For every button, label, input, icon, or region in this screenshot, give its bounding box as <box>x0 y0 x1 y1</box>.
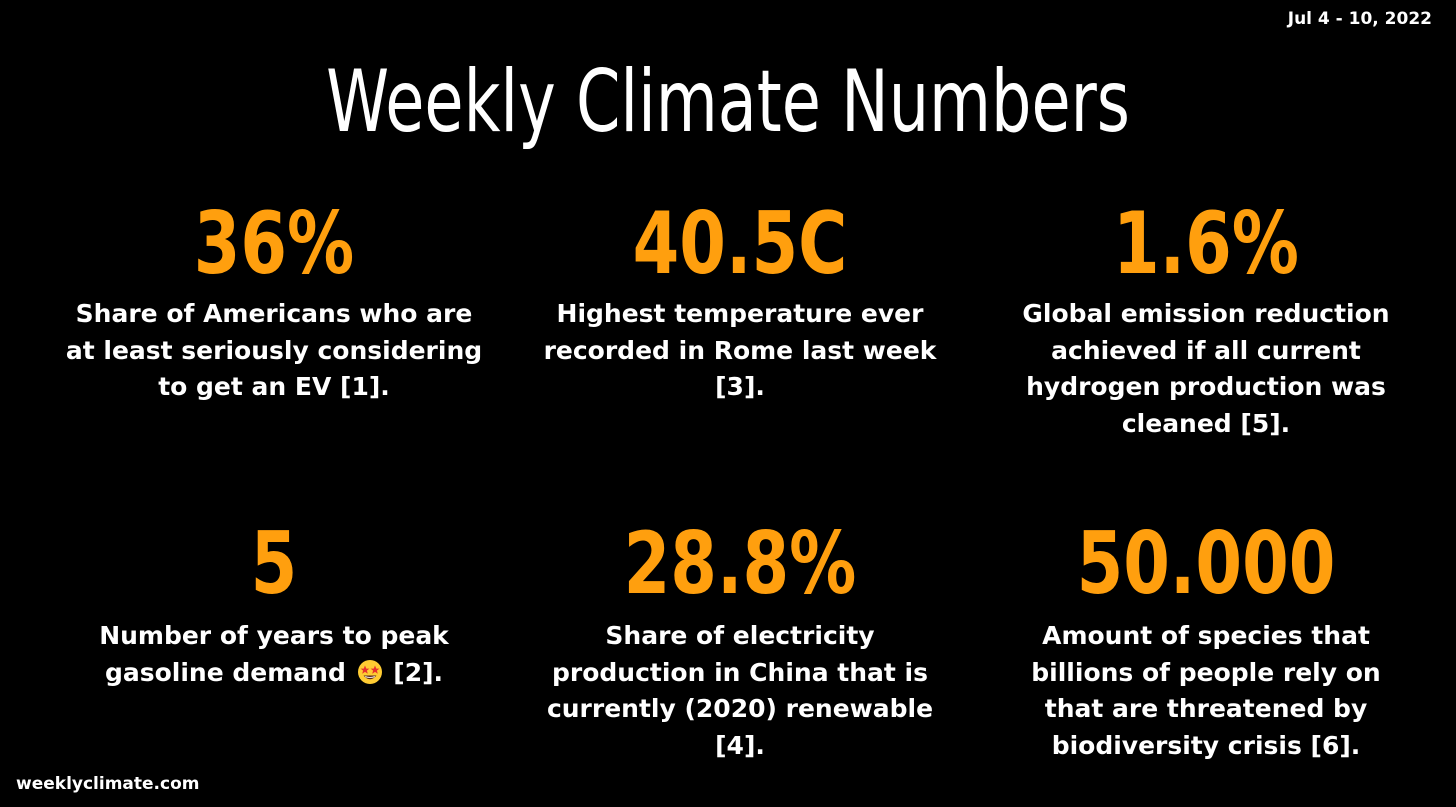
stat-value: 1.6% <box>1112 194 1300 294</box>
stat-value: 40.5C <box>632 194 848 294</box>
stat-card-ev-share: 36% Share of Americans who are at least … <box>59 196 489 406</box>
stat-description: Share of electricity production in China… <box>546 621 934 760</box>
stat-description: Amount of species that billions of peopl… <box>1031 621 1381 760</box>
stat-description-citation: [2]. <box>393 657 444 687</box>
date-range: Jul 4 - 10, 2022 <box>1287 9 1432 29</box>
page-title: Weekly Climate Numbers <box>326 52 1130 152</box>
stat-value: 36% <box>193 194 355 294</box>
stat-value: 50.000 <box>1076 514 1336 614</box>
stat-description: Highest temperature ever recorded in Rom… <box>543 299 937 401</box>
stat-card-hydrogen-emissions: 1.6% Global emission reduction achieved … <box>991 196 1421 442</box>
stat-card-threatened-species: 50.000 Amount of species that billions o… <box>991 516 1421 764</box>
stat-value: 5 <box>250 514 298 614</box>
stat-description: Share of Americans who are at least seri… <box>65 299 483 401</box>
stat-description: Number of years to peak gasoline demand … <box>59 618 489 691</box>
site-url: weeklyclimate.com <box>16 774 200 794</box>
stat-card-rome-temperature: 40.5C Highest temperature ever recorded … <box>525 196 955 406</box>
stat-description: Global emission reduction achieved if al… <box>1022 299 1390 438</box>
stat-description-text: Number of years to peak gasoline demand <box>99 621 449 687</box>
stat-card-gasoline-peak: 5 Number of years to peak gasoline deman… <box>59 516 489 691</box>
star-struck-emoji-icon <box>357 659 382 684</box>
stat-value: 28.8% <box>623 514 857 614</box>
stat-card-china-renewables: 28.8% Share of electricity production in… <box>525 516 955 764</box>
